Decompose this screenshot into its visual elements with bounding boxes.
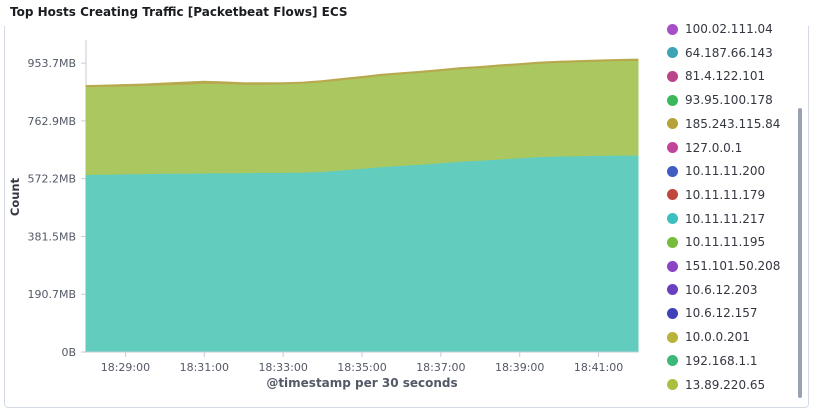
legend-item[interactable]: 151.101.50.208 — [655, 255, 780, 277]
legend-item[interactable]: 13.89.220.65 — [655, 374, 765, 396]
legend-label: 100.02.111.04 — [685, 24, 773, 36]
legend-color-dot — [667, 118, 678, 130]
panel-frame — [4, 26, 809, 408]
legend-label: 64.187.66.143 — [685, 45, 773, 60]
legend-color-dot — [667, 284, 678, 296]
legend-label: 185.243.115.84 — [685, 116, 781, 131]
legend-color-dot — [667, 379, 678, 390]
area-chart: 0B 190.7MB 381.5MB 572.2MB 762.9MB 953.7MB 18… — [8, 40, 639, 390]
legend-color-dot — [667, 165, 678, 177]
legend-label: 10.6.12.203 — [685, 282, 758, 297]
plot-area[interactable] — [85, 58, 639, 353]
legend-label: 10.0.0.201 — [685, 330, 750, 345]
legend-label: 81.4.122.101 — [685, 69, 766, 84]
x-tick-label: 18:31:00 — [180, 361, 229, 374]
legend-color-dot — [667, 142, 678, 153]
x-axis: 18:29:00 18:31:00 18:33:00 18:35:00 18:37:00… — [86, 351, 638, 374]
legend-color-dot — [667, 24, 678, 35]
legend-label: 93.95.100.178 — [685, 93, 773, 108]
legend-label: 10.11.11.200 — [685, 164, 766, 179]
area-series-10-11-11-217[interactable] — [85, 154, 639, 353]
y-tick-label: 190.7MB — [27, 288, 76, 301]
y-axis: 0B 190.7MB 381.5MB 572.2MB 762.9MB 953.7MB — [27, 40, 87, 359]
legend-item[interactable]: 10.11.11.179 — [655, 184, 765, 206]
x-tick-label: 18:35:00 — [337, 361, 386, 374]
legend-item[interactable]: 10.11.11.195 — [655, 231, 765, 253]
legend-item[interactable]: 10.6.12.157 — [655, 302, 758, 324]
legend-label: 127.0.0.1 — [685, 140, 743, 155]
legend-item[interactable]: 192.168.1.1 — [655, 350, 758, 372]
legend-label: 192.168.1.1 — [685, 353, 758, 368]
legend-color-dot — [667, 236, 678, 248]
legend-color-dot — [667, 260, 678, 272]
y-tick-label: 0B — [61, 346, 76, 359]
legend-item[interactable]: 185.243.115.84 — [655, 113, 780, 135]
y-axis-title: Count — [8, 177, 22, 216]
y-tick-label: 572.2MB — [27, 173, 76, 186]
legend-scrollbar[interactable] — [798, 108, 802, 398]
x-tick-label: 18:37:00 — [416, 361, 465, 374]
legend-label: 10.6.12.157 — [685, 306, 758, 321]
legend-item[interactable]: 127.0.0.1 — [655, 137, 742, 159]
legend-item[interactable]: 10.6.12.203 — [655, 279, 758, 301]
legend-label: 151.101.50.208 — [685, 259, 781, 273]
legend-label: 13.89.220.65 — [685, 377, 766, 392]
legend-label: 10.11.11.217 — [685, 211, 766, 226]
legend-item[interactable]: 93.95.100.178 — [655, 89, 773, 111]
y-tick-label: 381.5MB — [27, 230, 76, 243]
legend-label: 10.11.11.179 — [685, 187, 766, 202]
y-tick-label: 762.9MB — [27, 115, 76, 128]
legend-color-dot — [667, 47, 678, 59]
chart-legend: 100.02.111.04 64.187.66.143 81.4.122.101 93… — [655, 24, 800, 404]
x-tick-label: 18:29:00 — [101, 361, 150, 374]
panel-title: Top Hosts Creating Traffic [Packetbeat F… — [10, 5, 348, 19]
series-line-185-243-115-84[interactable] — [85, 58, 639, 87]
legend-item[interactable]: 81.4.122.101 — [655, 65, 765, 87]
x-tick-label: 18:39:00 — [495, 361, 544, 374]
legend-color-dot — [667, 307, 678, 319]
legend-color-dot — [667, 331, 678, 343]
legend-item[interactable]: 64.187.66.143 — [655, 42, 773, 64]
legend-color-dot — [667, 94, 678, 106]
legend-label: 10.11.11.195 — [685, 235, 766, 250]
legend-color-dot — [667, 70, 678, 82]
legend-color-dot — [667, 355, 678, 367]
x-tick-label: 18:41:00 — [574, 361, 623, 374]
legend-item[interactable]: 10.0.0.201 — [655, 326, 750, 348]
legend-color-dot — [667, 213, 678, 225]
x-tick-label: 18:33:00 — [258, 361, 307, 374]
legend-item[interactable]: 10.11.11.217 — [655, 208, 765, 230]
legend-item[interactable]: 10.11.11.200 — [655, 160, 765, 182]
x-axis-title: @timestamp per 30 seconds — [266, 376, 457, 390]
legend-color-dot — [667, 189, 678, 201]
legend-item[interactable]: 100.02.111.04 — [655, 24, 773, 40]
y-tick-label: 953.7MB — [27, 57, 76, 70]
